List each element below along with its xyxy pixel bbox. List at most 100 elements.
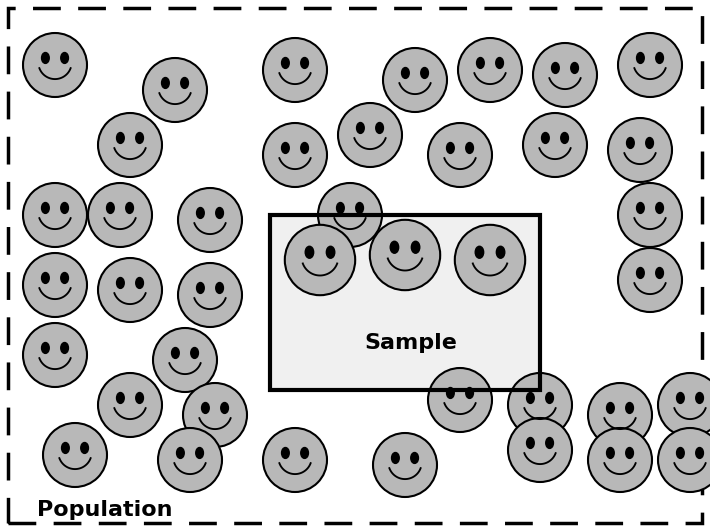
Ellipse shape [42,202,49,213]
Ellipse shape [116,278,124,288]
Ellipse shape [626,402,633,414]
Ellipse shape [216,208,224,218]
Ellipse shape [126,202,133,213]
Ellipse shape [282,448,289,458]
Circle shape [428,123,492,187]
Ellipse shape [561,133,569,143]
Ellipse shape [61,342,68,354]
Ellipse shape [282,57,289,68]
Ellipse shape [527,392,534,404]
Circle shape [455,225,525,295]
Ellipse shape [637,53,644,63]
Circle shape [98,113,162,177]
Ellipse shape [197,282,204,294]
Ellipse shape [136,133,143,143]
Ellipse shape [42,272,49,284]
Ellipse shape [656,202,663,213]
Bar [270,215,540,390]
Ellipse shape [411,452,418,464]
Ellipse shape [447,142,454,153]
Ellipse shape [447,388,454,398]
Ellipse shape [62,442,70,453]
Ellipse shape [696,392,704,404]
Circle shape [523,113,587,177]
Circle shape [263,123,327,187]
Circle shape [23,33,87,97]
Ellipse shape [696,448,704,458]
Circle shape [373,433,437,497]
Ellipse shape [571,63,579,73]
Circle shape [370,220,440,290]
Ellipse shape [527,438,534,448]
Circle shape [178,188,242,252]
Ellipse shape [646,138,653,148]
Ellipse shape [677,448,684,458]
Ellipse shape [177,448,184,458]
Ellipse shape [411,241,420,253]
Ellipse shape [116,133,124,143]
Circle shape [588,428,652,492]
Circle shape [183,383,247,447]
Ellipse shape [402,67,409,79]
Ellipse shape [61,53,68,63]
Ellipse shape [221,402,229,414]
Circle shape [608,118,672,182]
Circle shape [178,263,242,327]
Ellipse shape [546,438,553,448]
Ellipse shape [626,448,633,458]
Ellipse shape [196,448,204,458]
Ellipse shape [656,268,663,278]
Ellipse shape [496,246,505,258]
Circle shape [618,248,682,312]
Ellipse shape [202,402,209,414]
Circle shape [43,423,107,487]
Ellipse shape [327,246,335,258]
Circle shape [88,183,152,247]
Ellipse shape [677,392,684,404]
Ellipse shape [61,272,68,284]
Ellipse shape [496,57,503,68]
Ellipse shape [466,388,474,398]
Circle shape [658,428,710,492]
Ellipse shape [106,202,114,213]
Ellipse shape [391,452,399,464]
Ellipse shape [301,448,308,458]
Bar [270,215,540,390]
Ellipse shape [301,142,308,153]
Ellipse shape [181,78,188,88]
Circle shape [263,38,327,102]
Ellipse shape [466,142,474,153]
Circle shape [508,418,572,482]
Circle shape [588,383,652,447]
Circle shape [618,183,682,247]
Ellipse shape [136,392,143,404]
Ellipse shape [116,392,124,404]
Text: Population: Population [37,500,173,520]
Circle shape [263,428,327,492]
Circle shape [153,328,217,392]
Circle shape [143,58,207,122]
Text: Sample: Sample [364,333,457,353]
Ellipse shape [606,448,614,458]
Ellipse shape [162,78,169,88]
Circle shape [383,48,447,112]
Ellipse shape [81,442,89,453]
Ellipse shape [301,57,308,68]
Circle shape [158,428,222,492]
Ellipse shape [216,282,224,294]
Ellipse shape [626,138,634,148]
Circle shape [338,103,402,167]
Circle shape [23,323,87,387]
Ellipse shape [476,57,484,68]
Ellipse shape [282,142,289,153]
Circle shape [658,373,710,437]
Circle shape [318,183,382,247]
Ellipse shape [42,53,49,63]
Circle shape [618,33,682,97]
Ellipse shape [637,202,644,213]
Ellipse shape [546,392,553,404]
Circle shape [533,43,597,107]
Ellipse shape [606,402,614,414]
Ellipse shape [305,246,314,258]
Ellipse shape [172,347,179,358]
